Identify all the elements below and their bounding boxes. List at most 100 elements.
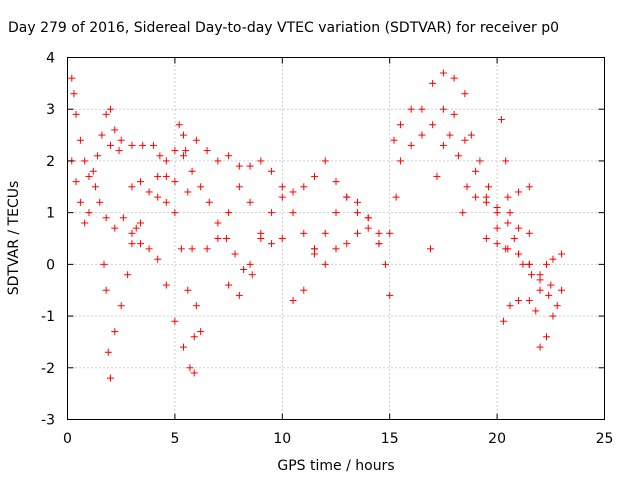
data-point: [182, 147, 190, 155]
y-tick-label: 0: [46, 257, 55, 273]
data-point: [246, 260, 254, 268]
data-point: [543, 333, 551, 341]
data-point: [104, 348, 112, 356]
chart-title: Day 279 of 2016, Sidereal Day-to-day VTE…: [8, 20, 559, 36]
data-point: [300, 229, 308, 237]
data-point: [154, 172, 162, 180]
data-point: [545, 291, 553, 299]
data-point: [278, 235, 286, 242]
data-point: [558, 250, 566, 258]
data-point: [525, 229, 533, 237]
data-point: [190, 333, 198, 341]
data-point: [68, 74, 76, 82]
data-point: [235, 183, 243, 191]
data-point: [515, 188, 523, 196]
data-point: [179, 131, 187, 139]
data-point: [476, 157, 484, 165]
data-point: [137, 219, 145, 227]
data-point: [311, 245, 319, 253]
data-point: [162, 281, 170, 289]
data-point: [225, 209, 233, 217]
data-point: [459, 209, 467, 217]
data-point: [553, 302, 561, 310]
data-point: [289, 209, 297, 217]
data-point: [300, 183, 308, 191]
data-point: [321, 229, 329, 237]
data-point: [175, 121, 183, 129]
data-point: [128, 183, 136, 191]
data-point: [439, 105, 447, 113]
data-point: [100, 260, 108, 268]
data-point: [506, 302, 514, 310]
data-point: [536, 343, 544, 351]
x-tick-label: 0: [63, 431, 72, 447]
data-point: [257, 157, 265, 165]
data-point: [203, 245, 211, 253]
tick-labels: 0 5 10 15 20 25 -3 -2 -1 0 1 2 3 4: [41, 51, 613, 448]
data-point: [278, 183, 286, 191]
data-point: [332, 245, 340, 253]
data-point: [332, 178, 340, 186]
data-point: [450, 74, 458, 82]
data-point: [439, 69, 447, 77]
data-point: [532, 307, 540, 315]
data-point: [246, 198, 254, 206]
data-point: [132, 224, 140, 232]
data-point: [433, 172, 441, 180]
data-point: [525, 183, 533, 191]
data-point: [225, 281, 233, 289]
data-point: [472, 193, 480, 201]
data-point: [502, 157, 510, 165]
data-point: [429, 121, 437, 129]
plot-frame: [67, 57, 605, 420]
data-point: [386, 229, 394, 237]
data-point: [289, 297, 297, 305]
data-point: [381, 260, 389, 268]
data-point: [504, 193, 512, 201]
data-point: [145, 188, 153, 196]
data-point: [504, 245, 512, 253]
x-tick-label: 5: [170, 431, 179, 447]
data-point: [111, 126, 119, 134]
data-point: [179, 343, 187, 351]
data-point: [467, 131, 475, 139]
data-point: [353, 209, 361, 217]
data-point: [525, 260, 533, 268]
data-point: [248, 271, 256, 279]
data-point: [353, 229, 361, 237]
data-point: [536, 286, 544, 294]
data-point: [171, 209, 179, 217]
data-point: [454, 152, 462, 160]
data-point: [85, 209, 93, 217]
y-tick-label: 2: [46, 154, 55, 170]
data-point: [106, 374, 114, 382]
data-point: [461, 90, 469, 98]
data-point: [214, 157, 222, 165]
data-point: [543, 260, 551, 268]
data-point: [179, 152, 187, 160]
data-point: [300, 286, 308, 294]
data-point: [549, 312, 557, 320]
data-point: [235, 291, 243, 299]
data-point: [128, 141, 136, 149]
data-point: [94, 152, 102, 160]
data-point: [504, 219, 512, 227]
data-point: [525, 297, 533, 305]
data-point: [85, 172, 93, 180]
data-point: [72, 110, 80, 118]
data-point: [154, 255, 162, 263]
data-point: [137, 240, 145, 248]
data-point: [177, 245, 185, 253]
data-point: [515, 297, 523, 305]
data-point: [493, 224, 501, 232]
data-point: [549, 255, 557, 263]
data-point: [364, 214, 372, 222]
data-point: [386, 291, 394, 299]
data-point: [321, 260, 329, 268]
data-point: [246, 162, 254, 170]
data-point: [268, 209, 276, 217]
data-point: [139, 141, 147, 149]
data-point: [184, 286, 192, 294]
data-points: [68, 69, 566, 382]
data-point: [321, 157, 329, 165]
